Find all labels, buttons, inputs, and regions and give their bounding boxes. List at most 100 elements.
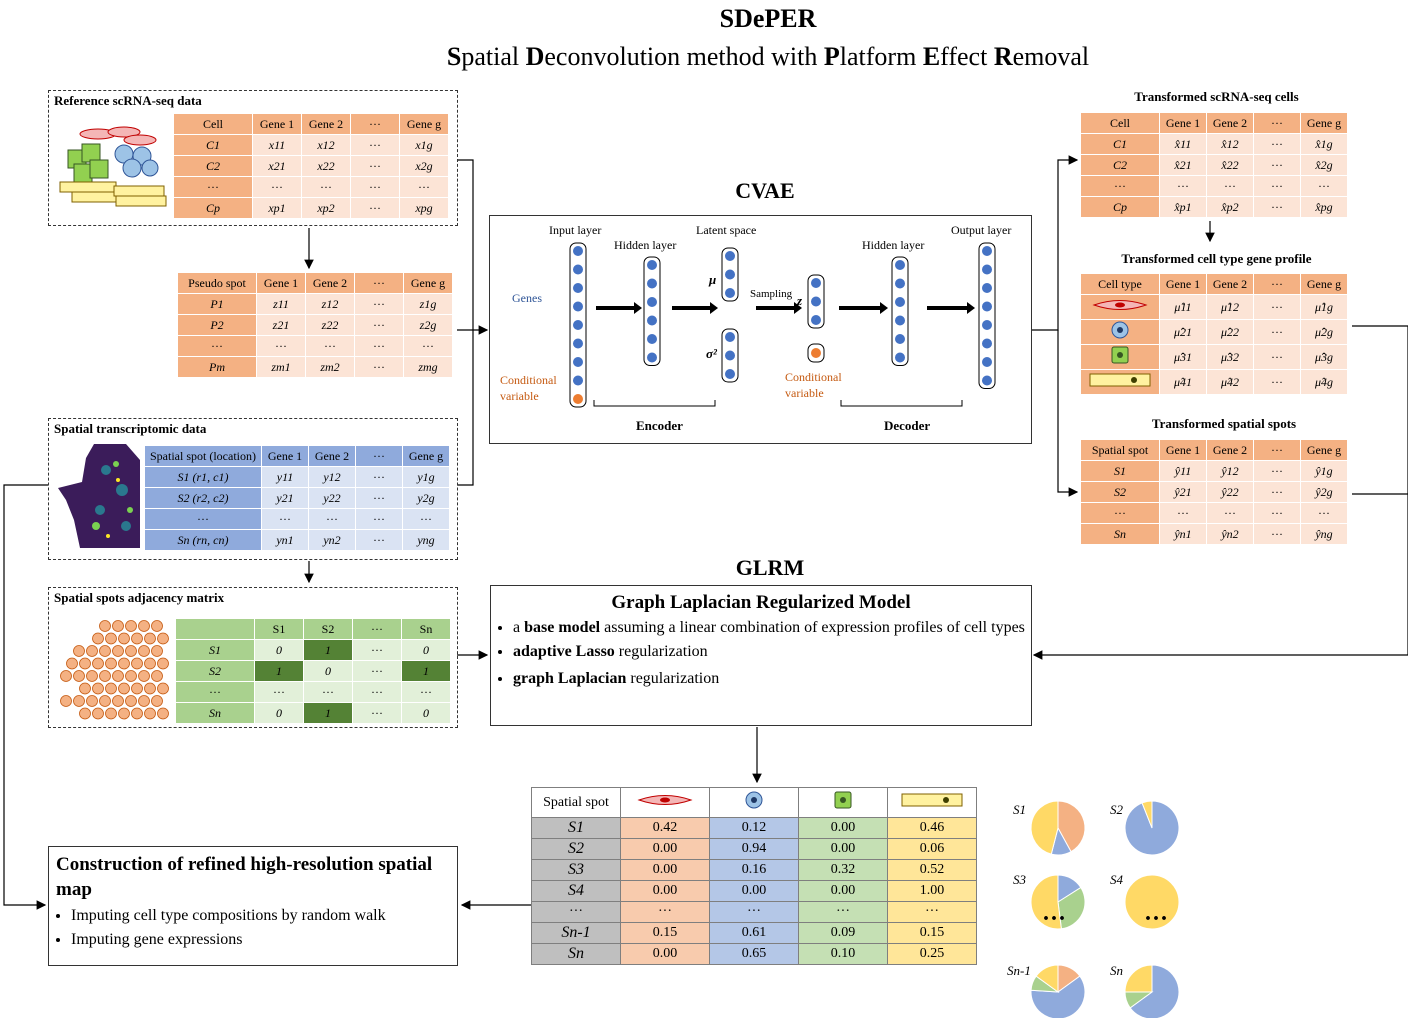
table-cell: S1 (r1, c1)	[144, 466, 262, 488]
table-cell: 1	[303, 639, 353, 661]
graph-spot	[157, 682, 169, 695]
graph-spot	[144, 707, 156, 720]
reference-title: Reference scRNA-seq data	[54, 93, 202, 108]
table-cell: y21	[261, 487, 309, 509]
table-cell: x̂21	[1159, 154, 1207, 176]
table-cell: 0.00	[709, 880, 799, 902]
graph-spot	[125, 620, 137, 632]
cvae-title: CVAE	[735, 178, 795, 203]
table-cell: z11	[256, 293, 306, 315]
table-cell: 0.00	[620, 859, 710, 881]
table-cell: ···	[303, 681, 353, 703]
transformed_spots-header-cell: Gene 2	[1206, 439, 1254, 461]
genes-label: Genes	[512, 291, 542, 305]
graph-spot	[105, 657, 117, 670]
table-cell: 1.00	[887, 880, 977, 902]
table-cell: yn1	[261, 529, 309, 551]
output-layer-label: Output layer	[951, 223, 1012, 237]
table-cell: μ̂31	[1159, 344, 1207, 370]
network-node	[573, 246, 583, 256]
table-cell: y12	[308, 466, 356, 488]
pie-slice	[1124, 874, 1180, 930]
construction-item-1: Imputing cell type compositions by rando…	[71, 904, 457, 928]
table-cell: S1	[1080, 460, 1160, 482]
graph-spot	[92, 657, 104, 670]
table-cell: ···	[1253, 319, 1301, 345]
square-cell-icon	[1111, 346, 1129, 364]
table-row: S2 0.00 0.94 0.00 0.06	[531, 838, 977, 860]
table-cell: y2g	[402, 487, 450, 509]
transformed-spots-title: Transformed spatial spots	[1151, 416, 1297, 431]
pie-slice	[1124, 964, 1153, 993]
table-row: ··· ··· ··· ··· ···	[1080, 175, 1348, 197]
table-cell: ŷn1	[1159, 523, 1207, 545]
graph-spot	[151, 645, 163, 657]
table-cell: 1	[254, 660, 304, 682]
graph-spot	[99, 620, 111, 632]
graph-spot	[79, 707, 91, 720]
graph-spot	[125, 645, 137, 657]
table-cell: ···	[798, 901, 888, 923]
table-cell: P2	[177, 314, 257, 336]
table-cell: 0.00	[620, 880, 710, 902]
table-cell: x̂1g	[1300, 133, 1348, 155]
table-cell: ···	[252, 176, 302, 198]
pie-slice	[1030, 800, 1059, 855]
table-row: S1 (r1, c1) y11 y12 ··· y1g	[144, 466, 450, 488]
transformed_spots-header-cell: Spatial spot	[1080, 439, 1160, 461]
transformed-spots-table: Spatial spot Gene 1 Gene 2 ··· Gene g S1 ŷ11 ŷ1…	[1080, 439, 1348, 545]
network-node	[647, 278, 657, 289]
table-cell: ···	[709, 901, 799, 923]
network-node	[811, 296, 821, 307]
table-cell: 0.00	[798, 817, 888, 839]
table-row: ··· ··· ··· ··· ···	[175, 681, 451, 703]
table-cell: ŷ1g	[1300, 460, 1348, 482]
construction-title: Construction of refined high-resolution …	[56, 854, 433, 900]
pseudo-header-cell: ···	[354, 272, 404, 294]
table-cell: ···	[175, 681, 255, 703]
spatial-header-cell: ···	[355, 445, 403, 467]
rod-cell-icon	[901, 793, 963, 807]
table-cell: ŷ21	[1159, 481, 1207, 503]
table-cell: S3	[531, 859, 621, 881]
graph-spot	[118, 707, 130, 720]
table-cell: ···	[308, 508, 356, 530]
table-cell: ···	[402, 508, 450, 530]
table-cell: 0	[303, 660, 353, 682]
table-cell: μ̂42	[1206, 369, 1254, 395]
network-node	[982, 357, 992, 367]
table-cell: 0.52	[887, 859, 977, 881]
transformed_spots-header-cell: Gene g	[1300, 439, 1348, 461]
table-cell: 0	[401, 639, 451, 661]
network-node	[895, 352, 905, 363]
table-row: Sn 0.00 0.65 0.10 0.25	[531, 943, 977, 965]
graph-spot	[86, 695, 98, 707]
graph-spot	[157, 632, 169, 645]
graph-spot	[66, 657, 78, 670]
graph-spot	[144, 682, 156, 695]
table-cell	[1080, 369, 1160, 395]
table-cell: S4	[531, 880, 621, 902]
table-cell: 0.42	[620, 817, 710, 839]
results-table: Spatial spot S1 0.42 0.12 0.00 0.46 S2 0.00 0.94…	[531, 787, 977, 965]
network-node	[725, 332, 735, 342]
pseudo-header-cell: Pseudo spot	[177, 272, 257, 294]
results-celltype-header	[709, 787, 799, 818]
sigma-label: σ²	[706, 346, 717, 361]
graph-spot	[144, 632, 156, 645]
graph-spot	[131, 682, 143, 695]
graph-spot	[99, 645, 111, 657]
transformed_spots-header-cell: ···	[1253, 439, 1301, 461]
table-cell: z2g	[403, 314, 453, 336]
table-cell: ŷn2	[1206, 523, 1254, 545]
table-cell: ···	[301, 176, 351, 198]
adjacency-header-cell: S2	[303, 618, 353, 640]
table-cell: ···	[1159, 175, 1207, 197]
spot-graph-image	[60, 620, 169, 720]
table-cell: ···	[354, 314, 404, 336]
table-cell: zm1	[256, 356, 306, 378]
table-cell: ···	[177, 335, 257, 357]
table-cell	[1080, 319, 1160, 345]
table-cell: ···	[1253, 175, 1301, 197]
table-row: S3 0.00 0.16 0.32 0.52	[531, 859, 977, 881]
